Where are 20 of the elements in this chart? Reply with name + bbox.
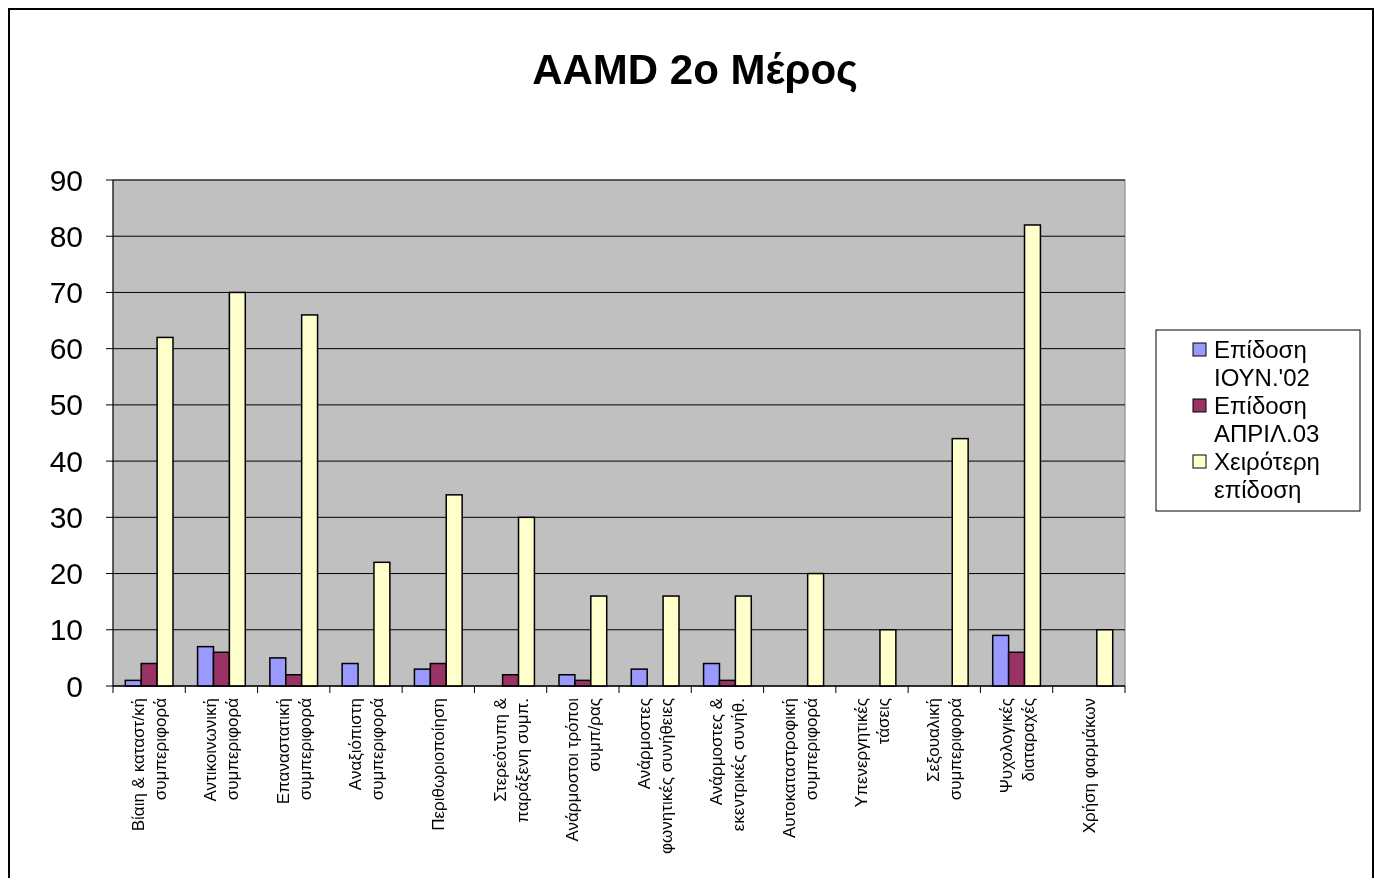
legend-label: Επίδοση ΑΠΡΙΛ.03 [1214,392,1320,447]
legend-label: Επίδοση ΙΟΥΝ.'02 [1214,336,1310,391]
x-tick-label: Στερεότυπη & παράξενη συμπ. [490,697,532,823]
y-tick-label: 10 [49,613,83,647]
x-tick-label: Ανάρμοστες & εκεντρικές συνήθ. [707,697,749,832]
x-tick-label: Υπενεργητικές τάσεις [852,698,893,808]
x-tick-label: Χρήση φαρμάκων [1079,698,1099,834]
y-tick-label: 70 [49,275,83,309]
x-tick-label: Βίαιη & καταστ/κή συμπεριφορά [129,697,171,832]
y-tick-label: 0 [66,669,83,703]
x-tick-label: Περιθωριοποίηση [429,698,449,831]
y-tick-label: 20 [49,557,83,591]
y-tick-label: 40 [49,444,83,478]
chart-title: AAMD 2ο Μέρος [532,46,858,93]
y-tick-label: 90 [49,163,83,197]
y-tick-label: 60 [49,332,83,366]
y-tick-label: 30 [49,500,83,534]
y-tick-label: 50 [49,388,83,422]
legend-label: Χειρότερη επίδοση [1214,448,1320,503]
y-tick-label: 80 [49,219,83,253]
